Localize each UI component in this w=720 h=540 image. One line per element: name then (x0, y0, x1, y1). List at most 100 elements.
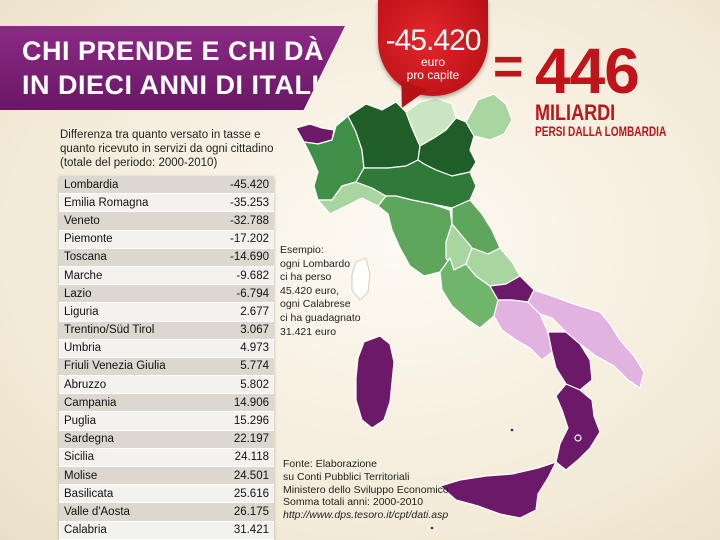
table-cell-value: 24.118 (194, 448, 274, 468)
region-friuli (465, 93, 513, 141)
corsica-island (351, 257, 371, 301)
table-cell-value: 25.616 (194, 484, 274, 504)
example-note-line: 45.420 euro, (280, 284, 339, 297)
table-cell-value: 5.774 (194, 357, 274, 377)
table-cell-region: Toscana (59, 248, 194, 267)
total-value: 446 (535, 35, 640, 107)
table-row: Lombardia -45.420 (59, 176, 274, 195)
table-cell-value: 3.067 (194, 321, 274, 340)
table-cell-region: Piemonte (59, 230, 194, 249)
table-cell-value: 4.973 (194, 339, 274, 358)
equals-sign: = (493, 38, 524, 96)
table-cell-value: -45.420 (194, 176, 274, 195)
table-cell-value: 14.906 (194, 393, 274, 413)
table-cell-value: 31.421 (194, 521, 274, 540)
source-note: Fonte: Elaborazione su Conti Pubblici Te… (283, 458, 513, 522)
island-3 (429, 525, 435, 531)
table-row: Toscana -14.690 (59, 248, 274, 267)
source-note-line: Ministero dello Sviluppo Economico (283, 483, 449, 496)
source-url: http://www.dps.tesoro.it/cpt/dati.asp (283, 509, 449, 522)
source-note-line: Somma totali anni: 2000-2010 (283, 496, 424, 509)
table-cell-value: 24.501 (194, 466, 274, 486)
table-cell-region: Lazio (59, 284, 194, 304)
source-note-line: Fonte: Elaborazione (283, 458, 377, 470)
table-cell-region: Emilia Romagna (59, 193, 194, 213)
table-cell-region: Sardegna (59, 430, 194, 449)
table-cell-value: 5.802 (194, 375, 274, 395)
table-cell-value: -17.202 (194, 230, 274, 249)
example-note-line: ogni Calabrese (280, 298, 351, 311)
example-note-line: ci ha guadagnato (280, 311, 361, 324)
table-cell-region: Liguria (59, 302, 194, 322)
table-row: Calabria 31.421 (59, 521, 274, 540)
region-basilicata (547, 331, 593, 391)
table-cell-value: 22.197 (194, 430, 274, 449)
table-row: Trentino/Süd Tirol 3.067 (59, 321, 274, 340)
table-cell-region: Veneto (59, 211, 194, 231)
total-unit: MILIARDI (535, 100, 616, 125)
table-row: Basilicata 25.616 (59, 484, 274, 504)
table-row: Valle d'Aosta 26.175 (59, 502, 274, 522)
source-note-line: su Conti Pubblici Territoriali (283, 470, 410, 483)
title-line-2: IN DIECI ANNI DI ITALIA (22, 70, 340, 100)
table-row: Veneto -32.788 (59, 211, 274, 231)
region-table-body: Lombardia -45.420 Emilia Romagna -35.253 Ven… (59, 176, 274, 540)
total-caption: PERSI DALLA LOMBARDIA (535, 123, 667, 139)
table-row: Marche -9.682 (59, 266, 274, 286)
table-row: Lazio -6.794 (59, 284, 274, 304)
table-cell-value: -35.253 (194, 193, 274, 213)
subtitle-line: (totale del periodo: 2000-2010) (60, 157, 218, 169)
region-sicilia (439, 461, 557, 519)
table-cell-value: -9.682 (194, 266, 274, 286)
subtitle-line: quanto ricevuto in servizi da ogni citta… (60, 143, 274, 155)
region-puglia (527, 289, 645, 389)
region-sardegna (355, 335, 395, 429)
table-cell-value: -14.690 (194, 248, 274, 267)
region-table: Lombardia -45.420 Emilia Romagna -35.253 Ven… (59, 176, 274, 540)
table-cell-region: Calabria (59, 521, 194, 540)
callout-unit: pro capite (406, 68, 460, 82)
table-cell-region: Marche (59, 266, 194, 286)
table-cell-region: Umbria (59, 339, 194, 358)
table-cell-region: Sicilia (59, 448, 194, 468)
table-cell-region: Valle d'Aosta (59, 502, 194, 522)
table-row: Sicilia 24.118 (59, 448, 274, 468)
table-row: Piemonte -17.202 (59, 230, 274, 249)
table-row: Puglia 15.296 (59, 411, 274, 431)
table-cell-region: Basilicata (59, 484, 194, 504)
table-cell-region: Campania (59, 393, 194, 413)
table-cell-value: 15.296 (194, 411, 274, 431)
island-2 (509, 427, 515, 433)
table-cell-region: Lombardia (59, 176, 194, 195)
table-cell-region: Abruzzo (59, 375, 194, 395)
callout-unit: euro (420, 55, 446, 69)
table-row: Abruzzo 5.802 (59, 375, 274, 395)
table-cell-region: Puglia (59, 411, 194, 431)
callout-bubble: -45.420 euro pro capite (378, 0, 488, 96)
table-cell-region: Trentino/Süd Tirol (59, 321, 194, 340)
callout-value: -45.420 (385, 24, 482, 57)
subtitle: Differenza tra quanto versato in tasse e… (60, 128, 300, 170)
example-note-line: 31.421 euro (280, 325, 337, 338)
table-row: Sardegna 22.197 (59, 430, 274, 449)
region-calabria (555, 383, 601, 471)
table-row: Emilia Romagna -35.253 (59, 193, 274, 213)
table-cell-region: Friuli Venezia Giulia (59, 357, 194, 377)
subtitle-line: Differenza tra quanto versato in tasse e (60, 129, 261, 141)
table-row: Campania 14.906 (59, 393, 274, 413)
example-note: Esempio: ogni Lombardo ci ha perso 45.42… (280, 244, 400, 339)
table-cell-region: Molise (59, 466, 194, 486)
table-row: Umbria 4.973 (59, 339, 274, 358)
example-note-line: ogni Lombardo (280, 257, 351, 270)
table-cell-value: 26.175 (194, 502, 274, 522)
table-row: Liguria 2.677 (59, 302, 274, 322)
table-row: Friuli Venezia Giulia 5.774 (59, 357, 274, 377)
title-banner: CHI PRENDE E CHI DÀ IN DIECI ANNI DI ITA… (0, 26, 345, 110)
island-1 (574, 434, 582, 442)
table-cell-value: -32.788 (194, 211, 274, 231)
table-cell-value: -6.794 (194, 284, 274, 304)
table-cell-value: 2.677 (194, 302, 274, 322)
title-line-1: CHI PRENDE E CHI DÀ (22, 36, 325, 66)
table-row: Molise 24.501 (59, 466, 274, 486)
